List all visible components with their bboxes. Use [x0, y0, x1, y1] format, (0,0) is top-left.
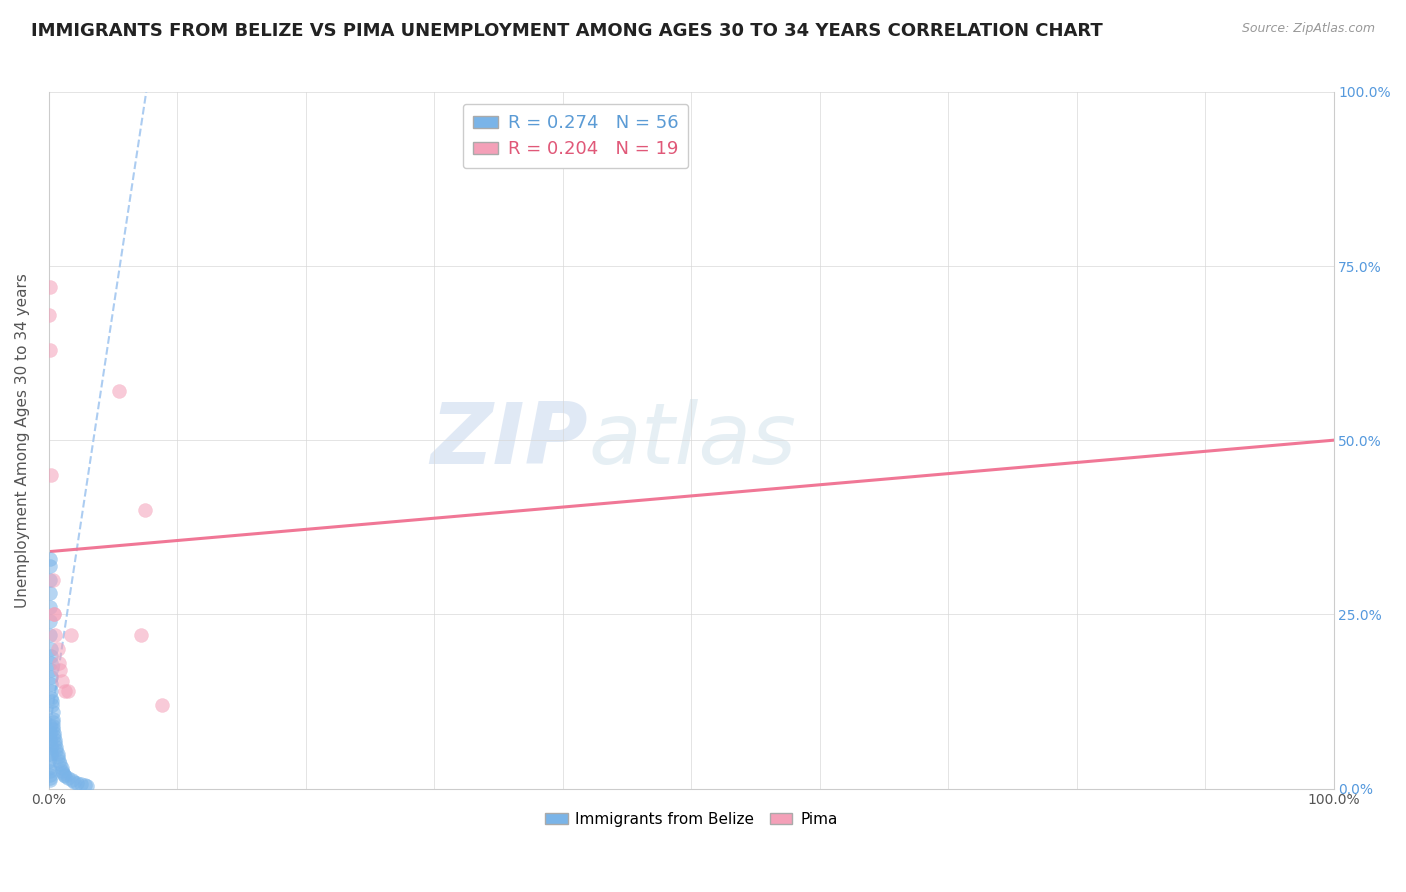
Point: [41, 677, 63, 691]
Point: [39, 739, 62, 754]
Point: [41, 705, 63, 719]
Point: [46, 747, 69, 761]
Point: [38, 767, 60, 781]
Point: [39, 726, 62, 740]
Point: [42, 719, 65, 733]
Text: ZIP: ZIP: [430, 399, 588, 482]
Point: [39, 732, 62, 747]
Point: [39, 642, 62, 657]
Point: [38, 764, 60, 778]
Point: [41, 468, 63, 483]
Point: [38, 308, 60, 322]
Point: [41, 573, 63, 587]
Point: [41, 715, 63, 730]
Text: atlas: atlas: [588, 399, 796, 482]
Point: [41, 712, 63, 726]
Point: [46, 642, 69, 657]
Text: IMMIGRANTS FROM BELIZE VS PIMA UNEMPLOYMENT AMONG AGES 30 TO 34 YEARS CORRELATIO: IMMIGRANTS FROM BELIZE VS PIMA UNEMPLOYM…: [31, 22, 1102, 40]
Point: [51, 673, 73, 688]
Point: [39, 615, 62, 629]
Point: [38, 747, 60, 761]
Point: [41, 747, 63, 761]
Point: [39, 551, 62, 566]
Point: [38, 773, 60, 788]
Point: [55, 684, 77, 698]
Point: [39, 343, 62, 357]
Point: [51, 761, 73, 775]
Point: [41, 698, 63, 712]
Point: [39, 558, 62, 573]
Point: [55, 769, 77, 783]
Point: [45, 743, 67, 757]
Point: [73, 778, 96, 792]
Point: [38, 771, 60, 785]
Point: [66, 776, 89, 790]
Point: [108, 384, 131, 399]
Point: [70, 777, 93, 791]
Point: [39, 628, 62, 642]
Point: [48, 754, 70, 768]
Point: [38, 573, 60, 587]
Point: [42, 726, 65, 740]
Point: [44, 736, 66, 750]
Point: [42, 723, 65, 737]
Point: [129, 628, 152, 642]
Point: [53, 767, 76, 781]
Point: [39, 649, 62, 664]
Y-axis label: Unemployment Among Ages 30 to 34 years: Unemployment Among Ages 30 to 34 years: [15, 273, 30, 607]
Point: [41, 690, 63, 705]
Point: [39, 670, 62, 684]
Point: [38, 761, 60, 775]
Point: [52, 766, 75, 780]
Point: [42, 607, 65, 622]
Point: [48, 656, 70, 670]
Point: [41, 694, 63, 708]
Point: [38, 754, 60, 768]
Point: [56, 771, 79, 785]
Point: [44, 732, 66, 747]
Point: [56, 684, 79, 698]
Point: [39, 656, 62, 670]
Point: [49, 663, 72, 677]
Point: [76, 779, 98, 793]
Point: [41, 684, 63, 698]
Point: [42, 729, 65, 743]
Point: [51, 764, 73, 778]
Point: [49, 757, 72, 772]
Point: [44, 628, 66, 642]
Point: [46, 750, 69, 764]
Point: [63, 774, 86, 789]
Point: [134, 503, 156, 517]
Point: [39, 719, 62, 733]
Point: [60, 773, 83, 788]
Point: [39, 663, 62, 677]
Text: Source: ZipAtlas.com: Source: ZipAtlas.com: [1241, 22, 1375, 36]
Point: [150, 698, 173, 712]
Point: [39, 600, 62, 615]
Legend: Immigrants from Belize, Pima: Immigrants from Belize, Pima: [538, 805, 844, 833]
Point: [59, 628, 82, 642]
Point: [45, 739, 67, 754]
Point: [39, 280, 62, 294]
Point: [42, 607, 65, 622]
Point: [39, 586, 62, 600]
